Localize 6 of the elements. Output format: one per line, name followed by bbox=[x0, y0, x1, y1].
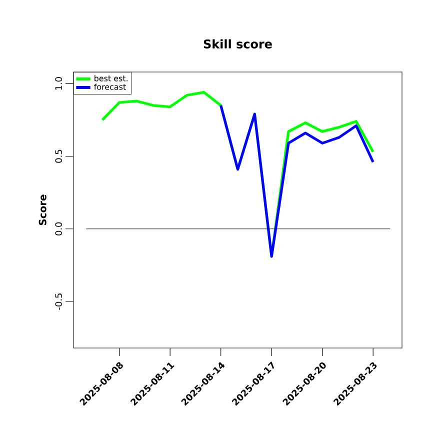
chart-title: Skill score bbox=[204, 39, 272, 48]
y-tick-label: 0.0 bbox=[55, 222, 62, 236]
y-axis-title: Score bbox=[38, 194, 46, 226]
y-tick-label: 0.5 bbox=[55, 150, 62, 163]
y-tick-label: 1.0 bbox=[55, 77, 62, 90]
y-tick-label: -0.5 bbox=[55, 294, 62, 310]
